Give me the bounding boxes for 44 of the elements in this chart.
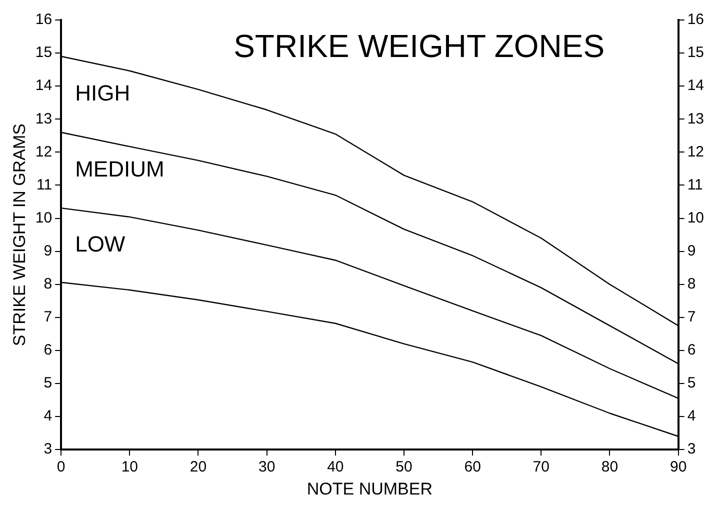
x-tick-label: 40 xyxy=(327,458,344,476)
y2-tick-label: 8 xyxy=(687,276,696,293)
y-tick-label: 12 xyxy=(35,143,52,160)
y2-tick-label: 3 xyxy=(687,440,696,458)
y2-tick-label: 15 xyxy=(687,44,704,62)
x-tick-label: 20 xyxy=(190,458,207,476)
y-tick-label: 13 xyxy=(35,110,52,128)
y2-tick-label: 9 xyxy=(687,242,696,260)
x-tick-label: 10 xyxy=(121,458,138,476)
y-axis-title: STRIKE WEIGHT IN GRAMS xyxy=(10,124,29,346)
chart-title: STRIKE WEIGHT ZONES xyxy=(234,28,605,64)
y-tick-label: 11 xyxy=(36,176,52,194)
annotation: HIGH xyxy=(75,80,130,106)
y2-tick-label: 12 xyxy=(687,143,704,160)
y2-tick-label: 6 xyxy=(687,342,696,359)
annotation: MEDIUM xyxy=(75,156,164,182)
x-tick-label: 70 xyxy=(532,458,550,476)
y-tick-label: 15 xyxy=(35,44,52,62)
annotation: LOW xyxy=(75,231,126,256)
y2-tick-label: 7 xyxy=(687,308,696,326)
y2-tick-label: 11 xyxy=(687,176,703,194)
y2-tick-label: 13 xyxy=(687,110,704,128)
y-tick-label: 10 xyxy=(35,209,52,226)
y2-tick-label: 4 xyxy=(687,408,696,425)
y2-tick-label: 5 xyxy=(687,374,696,392)
x-tick-label: 80 xyxy=(601,458,618,476)
x-tick-label: 60 xyxy=(464,458,481,476)
y-tick-label: 16 xyxy=(35,11,52,28)
x-tick-label: 50 xyxy=(396,458,412,476)
y-tick-label: 9 xyxy=(44,242,52,260)
x-axis-title: NOTE NUMBER xyxy=(306,479,433,498)
y-tick-label: 5 xyxy=(44,374,52,392)
y-tick-label: 8 xyxy=(44,276,52,293)
y-tick-label: 4 xyxy=(44,408,52,425)
x-tick-label: 0 xyxy=(56,458,66,476)
y2-tick-label: 14 xyxy=(687,77,704,94)
x-tick-label: 30 xyxy=(258,458,276,476)
y-tick-label: 14 xyxy=(35,77,52,94)
y-tick-label: 7 xyxy=(44,308,52,326)
y-tick-label: 3 xyxy=(44,440,52,458)
y2-tick-label: 16 xyxy=(687,11,704,28)
y-tick-label: 6 xyxy=(44,342,52,359)
x-tick-label: 90 xyxy=(670,458,687,476)
y2-tick-label: 10 xyxy=(687,209,704,226)
